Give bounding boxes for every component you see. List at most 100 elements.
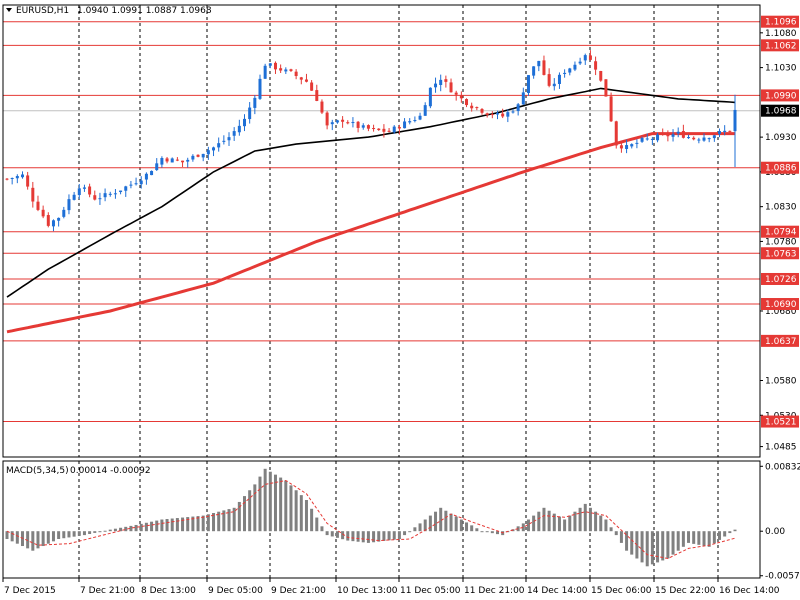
candle: [15, 174, 19, 184]
candle: [526, 75, 530, 96]
candle-body: [93, 195, 97, 200]
time-tick-label: 14 Dec 14:00: [527, 586, 588, 596]
candle-body: [232, 131, 236, 136]
candle-body: [98, 198, 102, 200]
candle: [599, 70, 603, 82]
candle-body: [289, 69, 293, 71]
candle: [480, 108, 484, 115]
candle-body: [495, 112, 499, 115]
candle-body: [139, 180, 143, 185]
candle: [408, 118, 412, 125]
candle: [31, 181, 35, 208]
macd-bar: [243, 496, 247, 532]
price-tick-label: 1.0830: [765, 203, 797, 213]
candle-body: [170, 158, 174, 163]
macd-bar: [279, 477, 283, 532]
candle-body: [557, 74, 561, 84]
candle: [88, 183, 92, 198]
macd-bar: [418, 523, 422, 532]
macd-bar: [521, 523, 525, 532]
candle-body: [573, 64, 577, 70]
level-label-box: [761, 39, 799, 52]
macd-bar: [666, 531, 670, 559]
macd-bar: [552, 513, 556, 532]
level-label-box: [761, 15, 799, 28]
macd-bar: [537, 511, 541, 532]
candle: [77, 184, 81, 200]
candle-body: [315, 90, 319, 101]
level-label-box: [761, 272, 799, 285]
macd-bar: [490, 531, 494, 534]
macd-label: MACD(5,34,5): [6, 466, 69, 476]
macd-signal-line: [6, 479, 736, 560]
candle: [640, 136, 644, 143]
candle: [604, 79, 608, 97]
candle-body: [625, 145, 629, 149]
candle: [124, 185, 128, 197]
macd-bar: [439, 507, 443, 532]
macd-bar: [470, 525, 474, 532]
candle-body: [31, 187, 35, 202]
candle-body: [712, 135, 716, 139]
candle: [155, 158, 159, 171]
chevron-down-icon[interactable]: [6, 8, 12, 12]
candle-body: [454, 92, 458, 95]
candle: [583, 53, 587, 65]
macd-bar: [356, 531, 360, 542]
candle-body: [413, 120, 417, 122]
macd-bar: [609, 527, 613, 532]
candle: [46, 212, 50, 228]
time-tick-label: 11 Dec 05:00: [400, 586, 461, 596]
candle: [459, 91, 463, 103]
macd-bar: [134, 524, 138, 532]
candle-body: [279, 68, 283, 71]
macd-bar: [428, 515, 432, 532]
candle: [93, 190, 97, 201]
macd-bar: [619, 531, 623, 543]
candle-body: [681, 130, 685, 138]
macd-bar: [723, 531, 727, 537]
macd-bar: [408, 531, 412, 533]
candle: [377, 128, 381, 131]
candle-body: [537, 60, 541, 67]
candle: [506, 109, 510, 123]
candle: [196, 154, 200, 158]
candle: [346, 120, 350, 125]
candle-body: [273, 62, 277, 70]
macd-bar: [155, 520, 159, 532]
candle: [661, 128, 665, 136]
candle-body: [588, 55, 592, 60]
candle: [335, 119, 339, 124]
macd-bar: [625, 531, 629, 551]
candle-body: [361, 125, 365, 128]
candle-body: [144, 173, 148, 180]
candle: [144, 172, 148, 185]
macd-bar: [583, 503, 587, 532]
candle: [268, 63, 272, 69]
level-label-box: [761, 334, 799, 347]
macd-bar: [444, 510, 448, 532]
candle: [212, 146, 216, 157]
macd-bar: [237, 501, 241, 532]
ohlc-values: 1.0940 1.0991 1.0887 1.0968: [77, 6, 212, 16]
current-price-label: 1.0968: [765, 107, 797, 117]
price-tick-label: 1.0680: [765, 307, 797, 317]
candle: [397, 124, 401, 135]
macd-bar: [377, 531, 381, 542]
macd-bar: [645, 531, 649, 567]
candle: [423, 102, 427, 116]
price-tick-label: 1.1030: [765, 64, 797, 74]
candle: [139, 176, 143, 189]
candle-body: [5, 178, 9, 180]
time-tick-label: 10 Dec 13:00: [337, 586, 398, 596]
candle-body: [51, 220, 55, 227]
candle: [191, 154, 195, 162]
candle-body: [57, 217, 61, 221]
candle: [676, 127, 680, 138]
macd-bar: [31, 531, 35, 551]
candle-body: [46, 215, 50, 226]
candle-body: [175, 159, 179, 161]
candle: [588, 50, 592, 61]
candle-body: [351, 122, 355, 124]
